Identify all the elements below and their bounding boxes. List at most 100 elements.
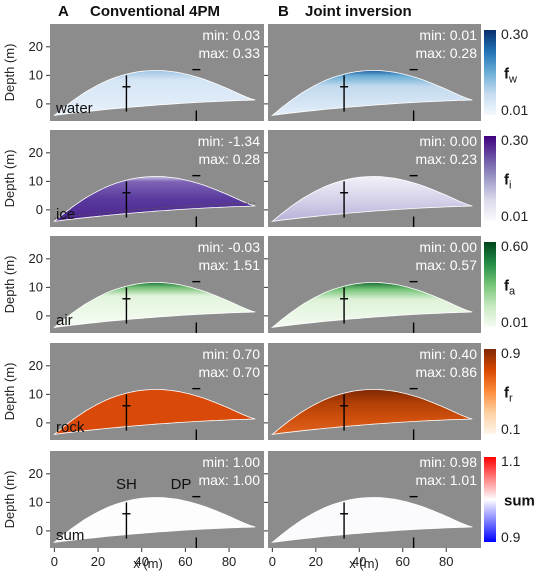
- x-tick-label: 60: [178, 554, 192, 569]
- colorbar-variable-label: sum: [504, 493, 535, 510]
- y-tick-label: 0: [36, 308, 43, 323]
- panel-ice-conventional: min: -1.34 max: 0.28: [50, 130, 264, 227]
- x-tick-label: 20: [309, 554, 323, 569]
- y-tick-label: 20: [29, 358, 43, 373]
- column-a-title: Conventional 4PM: [90, 3, 220, 20]
- x-tick-label: 80: [439, 554, 453, 569]
- profile-section-water-joint: [270, 70, 473, 116]
- column-b-title: Joint inversion: [305, 3, 412, 20]
- profile-section-air-joint: [270, 282, 473, 328]
- panel-water-conventional: min: 0.03 max: 0.33: [50, 24, 264, 121]
- min-label-water-joint: min: 0.01: [419, 27, 477, 43]
- x-tick-label: 60: [396, 554, 410, 569]
- colorbar-min-label: 0.01: [501, 208, 528, 224]
- y-tick-label: 0: [36, 415, 43, 430]
- min-label-air-joint: min: 0.00: [419, 239, 477, 255]
- min-label-ice-conventional: min: -1.34: [198, 133, 260, 149]
- y-tick-label: 0: [36, 96, 43, 111]
- colorbar-variable-label: fr: [504, 385, 513, 405]
- phase-label-sum: sum: [56, 527, 84, 544]
- surface-line: [54, 202, 256, 219]
- max-label-rock-conventional: max: 0.70: [199, 364, 261, 380]
- profile-section-rock-conventional: [53, 389, 256, 435]
- profile-section-ice-joint: [270, 176, 473, 222]
- profile-section-sum-conventional: [53, 497, 256, 543]
- colorbar-rock: 0.9 0.1 fr: [484, 345, 521, 437]
- colorbar-scale: [484, 242, 496, 327]
- panel-air-conventional: min: -0.03 max: 1.51: [50, 236, 264, 333]
- colorbar-min-label: 0.1: [501, 421, 521, 437]
- profile-section-sum-joint: [270, 497, 473, 543]
- colorbar-max-label: 0.60: [501, 238, 528, 254]
- marker-label-dp: DP: [171, 476, 192, 493]
- profile-section-ice-conventional: [53, 176, 256, 222]
- panel-ice-joint: min: 0.00 max: 0.23: [268, 130, 481, 227]
- min-label-sum-conventional: min: 1.00: [202, 454, 260, 470]
- phase-label-water: water: [55, 100, 93, 117]
- y-tick-label: 10: [29, 386, 43, 401]
- y-tick-label: 10: [29, 279, 43, 294]
- x-tick-label: 40: [134, 554, 148, 569]
- min-label-sum-joint: min: 0.98: [419, 454, 477, 470]
- y-tick-label: 20: [29, 466, 43, 481]
- panel-water-joint: min: 0.01 max: 0.28: [268, 24, 481, 121]
- colorbar-variable-label: fi: [504, 172, 511, 192]
- max-label-sum-conventional: max: 1.00: [199, 472, 261, 488]
- panel-rock-conventional: min: 0.70 max: 0.70: [50, 343, 264, 440]
- max-label-ice-joint: max: 0.23: [416, 151, 478, 167]
- colorbar-min-label: 0.01: [501, 314, 528, 330]
- marker-label-sh: SH: [116, 476, 137, 493]
- colorbar-air: 0.60 0.01 fa: [484, 238, 528, 330]
- y-tick-label: 0: [36, 202, 43, 217]
- min-label-ice-joint: min: 0.00: [419, 133, 477, 149]
- axes-layer: Depth (m) 0 10 20 Depth (m) 0 10 20 Depth (m) 0 10…: [2, 39, 453, 569]
- y-axis-label: Depth (m): [2, 256, 17, 314]
- y-axis-label: Depth (m): [2, 471, 17, 529]
- colorbar-variable-label: fa: [504, 278, 516, 298]
- y-axis-label: Depth (m): [2, 150, 17, 208]
- max-label-water-joint: max: 0.28: [416, 45, 478, 61]
- colorbar-max-label: 0.30: [501, 132, 528, 148]
- max-label-air-conventional: max: 1.51: [199, 257, 261, 273]
- y-axis-label: Depth (m): [2, 44, 17, 102]
- y-tick-label: 20: [29, 39, 43, 54]
- colorbar-max-label: 0.30: [501, 26, 528, 42]
- profile-section-rock-joint: [270, 389, 473, 435]
- phase-label-air: air: [56, 312, 73, 329]
- min-label-air-conventional: min: -0.03: [198, 239, 260, 255]
- x-tick-label: 80: [222, 554, 236, 569]
- profile-section-air-conventional: [53, 282, 256, 328]
- column-a-letter: A: [58, 3, 69, 20]
- x-tick-label: 20: [91, 554, 105, 569]
- min-label-rock-joint: min: 0.40: [419, 346, 477, 362]
- colorbar-water: 0.30 0.01 fw: [484, 26, 528, 118]
- colorbar-min-label: 0.01: [501, 102, 528, 118]
- colorbar-max-label: 1.1: [501, 453, 521, 469]
- profile-section-water-conventional: [53, 70, 256, 116]
- x-axis-label-b: x (m): [349, 556, 379, 571]
- x-tick-label: 40: [352, 554, 366, 569]
- y-tick-label: 20: [29, 251, 43, 266]
- x-tick-label: 0: [51, 554, 58, 569]
- y-axis-label: Depth (m): [2, 363, 17, 421]
- max-label-water-conventional: max: 0.33: [199, 45, 261, 61]
- max-label-air-joint: max: 0.57: [416, 257, 478, 273]
- panel-sum-conventional: min: 1.00 max: 1.00: [50, 451, 264, 548]
- phase-label-rock: rock: [56, 419, 85, 436]
- max-label-sum-joint: max: 1.01: [416, 472, 478, 488]
- min-label-water-conventional: min: 0.03: [202, 27, 260, 43]
- x-tick-label: 0: [269, 554, 276, 569]
- max-label-ice-conventional: max: 0.28: [199, 151, 261, 167]
- colorbar-ice: 0.30 0.01 fi: [484, 132, 528, 224]
- colorbar-scale: [484, 349, 496, 434]
- max-label-rock-joint: max: 0.86: [416, 364, 478, 380]
- panel-air-joint: min: 0.00 max: 0.57: [268, 236, 481, 333]
- y-tick-label: 20: [29, 145, 43, 160]
- column-b-letter: B: [278, 3, 289, 20]
- y-tick-label: 10: [29, 494, 43, 509]
- y-tick-label: 0: [36, 523, 43, 538]
- panel-sum-joint: min: 0.98 max: 1.01: [268, 451, 481, 548]
- min-label-rock-conventional: min: 0.70: [202, 346, 260, 362]
- colorbars: 0.30 0.01 fw 0.30 0.01 fi 0.60 0.01 fa 0.9 0.1 fr 1.…: [484, 26, 535, 545]
